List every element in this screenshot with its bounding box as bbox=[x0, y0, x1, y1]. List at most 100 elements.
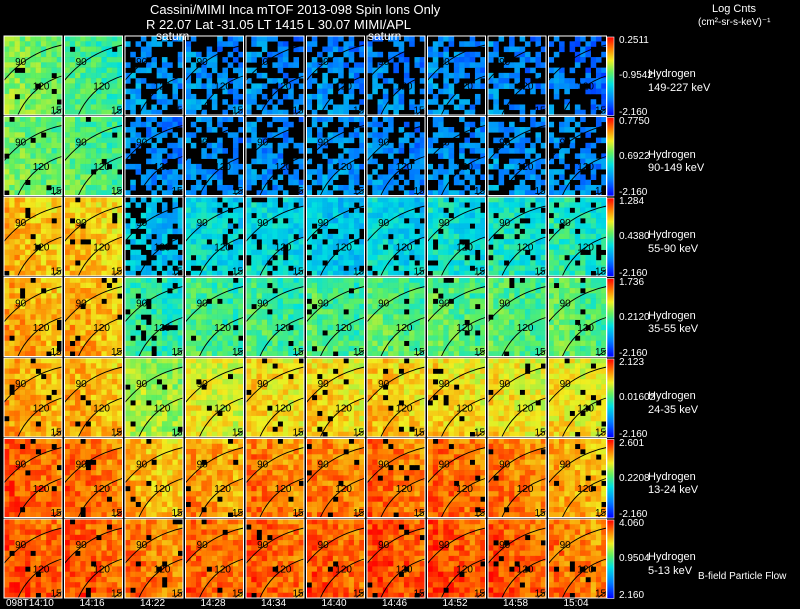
contour-label: 120 bbox=[335, 564, 352, 575]
contour-line bbox=[246, 44, 304, 82]
contour-label: 150 bbox=[172, 347, 189, 358]
contour-line bbox=[246, 447, 304, 484]
panel-frame bbox=[185, 116, 244, 196]
contour-line bbox=[259, 155, 304, 196]
contour-line bbox=[427, 366, 486, 404]
contour-line bbox=[440, 316, 486, 357]
contour-line bbox=[380, 397, 425, 437]
panel-frame bbox=[366, 438, 426, 518]
contour-line bbox=[138, 316, 183, 357]
heatmap-panel: 150 120 90 bbox=[427, 358, 486, 437]
contour-line bbox=[17, 236, 62, 276]
heatmap-panel: 150 120 90 bbox=[306, 519, 365, 598]
heatmap-panel: 150 120 90 bbox=[367, 519, 425, 598]
heatmap-panel: 150 120 90 bbox=[125, 438, 183, 518]
contour-label: 150 bbox=[474, 186, 491, 197]
panel-frame bbox=[366, 277, 426, 357]
contour-label: 90 bbox=[499, 460, 511, 471]
panel-frame bbox=[185, 438, 244, 518]
heatmap-panel: 150 120 90 bbox=[4, 438, 68, 519]
contour-label: 120 bbox=[154, 323, 171, 334]
contour-line bbox=[380, 477, 425, 518]
contour-line bbox=[548, 205, 607, 243]
contour-label: 120 bbox=[577, 564, 594, 575]
contour-label: 120 bbox=[33, 323, 50, 334]
contour-line bbox=[64, 286, 123, 323]
contour-label: 150 bbox=[172, 186, 189, 197]
contour-label: 120 bbox=[577, 323, 594, 334]
contour-line bbox=[488, 286, 546, 323]
panel-frame bbox=[124, 357, 184, 438]
heatmap-panel: 150 120 90 bbox=[185, 277, 244, 357]
contour-label: 150 bbox=[172, 106, 189, 117]
contour-label: 120 bbox=[93, 242, 110, 253]
contour-line bbox=[64, 205, 123, 243]
contour-label: 90 bbox=[560, 299, 572, 310]
contour-label: 120 bbox=[93, 484, 110, 495]
contour-line bbox=[488, 44, 546, 82]
contour-label: 150 bbox=[172, 267, 189, 278]
contour-label: 90 bbox=[499, 540, 511, 551]
panel-frame bbox=[427, 277, 486, 357]
contour-label: 120 bbox=[154, 162, 171, 173]
contour-line bbox=[64, 527, 123, 565]
contour-label: 150 bbox=[293, 589, 310, 600]
x-tick-label: 14:16 bbox=[79, 598, 105, 609]
panel-frame bbox=[548, 35, 607, 116]
contour-label: 120 bbox=[456, 242, 473, 253]
contour-label: 150 bbox=[595, 428, 612, 439]
cb-max-value: 1.284 bbox=[619, 196, 645, 207]
contour-label: 90 bbox=[15, 460, 27, 471]
contour-line bbox=[17, 397, 62, 437]
heatmap-panel: 150 120 90 bbox=[246, 197, 304, 276]
contour-line bbox=[138, 155, 183, 196]
contour-label: 90 bbox=[197, 138, 209, 149]
contour-label: 120 bbox=[335, 81, 352, 92]
contour-label: 90 bbox=[499, 138, 511, 149]
contour-label: 120 bbox=[517, 564, 534, 575]
contour-line bbox=[488, 447, 546, 484]
contour-label: 90 bbox=[257, 540, 269, 551]
panel-frame bbox=[245, 116, 305, 196]
contour-line bbox=[440, 236, 486, 276]
contour-label: 120 bbox=[275, 242, 292, 253]
panel-frame bbox=[245, 35, 305, 116]
contour-label: 150 bbox=[111, 267, 128, 278]
heatmap-panel: 150 120 90 bbox=[367, 358, 425, 437]
contour-label: 90 bbox=[76, 540, 88, 551]
contour-label: 150 bbox=[232, 508, 249, 519]
contour-label: 120 bbox=[154, 81, 171, 92]
contour-label: 150 bbox=[414, 508, 431, 519]
contour-label: 120 bbox=[577, 81, 594, 92]
colorbar bbox=[606, 439, 615, 519]
contour-line bbox=[17, 558, 62, 598]
contour-label: 90 bbox=[499, 379, 511, 390]
contour-label: 120 bbox=[456, 81, 473, 92]
cb-mid-value: 0.6922 bbox=[619, 150, 650, 162]
panel-frame bbox=[3, 116, 63, 196]
contour-label: 90 bbox=[318, 57, 330, 68]
contour-label: 150 bbox=[474, 106, 491, 117]
contour-label: 90 bbox=[15, 218, 27, 229]
panel-frame bbox=[548, 438, 607, 518]
contour-label: 120 bbox=[214, 81, 231, 92]
contour-line bbox=[548, 366, 607, 404]
contour-label: 90 bbox=[318, 218, 330, 229]
contour-line bbox=[561, 236, 607, 276]
contour-label: 150 bbox=[111, 106, 128, 117]
heatmap-panel: 150 120 90 bbox=[185, 438, 249, 519]
heatmap-panel: 150 120 90 bbox=[4, 277, 62, 357]
plot-title: Cassini/MIMI Inca mTOF 2013-098 Spin Ion… bbox=[150, 2, 441, 17]
contour-label: 120 bbox=[456, 484, 473, 495]
contour-label: 150 bbox=[353, 508, 370, 519]
contour-line bbox=[138, 75, 183, 115]
contour-label: 150 bbox=[51, 508, 68, 519]
contour-label: 90 bbox=[197, 540, 209, 551]
heatmap-panel: 150 120 90 bbox=[488, 197, 546, 276]
contour-label: 120 bbox=[456, 564, 473, 575]
cb-min-value: -2.160 bbox=[619, 509, 648, 520]
contour-label: 90 bbox=[257, 218, 269, 229]
contour-line bbox=[561, 558, 607, 598]
contour-line bbox=[427, 447, 486, 484]
contour-label: 120 bbox=[214, 323, 231, 334]
